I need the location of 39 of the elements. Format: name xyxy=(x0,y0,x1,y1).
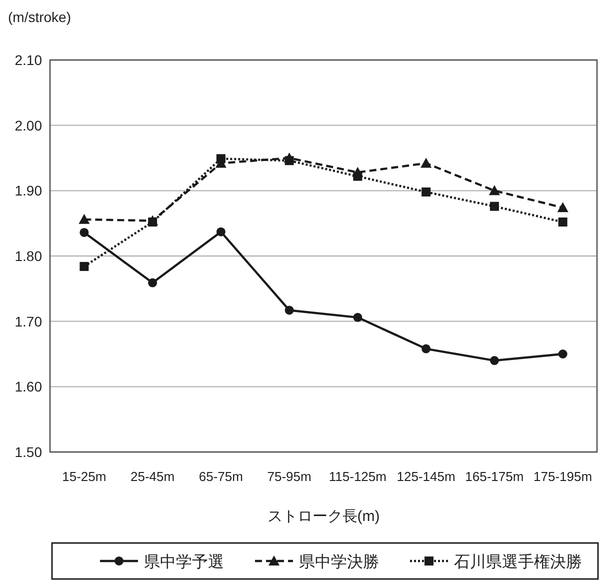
ytick: 1.90 xyxy=(14,182,42,199)
point xyxy=(353,312,362,322)
ytick: 1.60 xyxy=(14,378,42,395)
xtick: 165-175m xyxy=(465,469,524,484)
point xyxy=(558,218,568,227)
point xyxy=(216,227,226,236)
point xyxy=(490,356,499,366)
point xyxy=(148,278,158,288)
xtick: 15-25m xyxy=(62,469,106,484)
point xyxy=(557,202,568,212)
legend-label: 県中学予選 xyxy=(144,554,224,571)
ytick: 1.50 xyxy=(14,444,42,460)
ytick: 2.00 xyxy=(14,117,42,134)
point xyxy=(80,262,89,271)
xtick: 25-45m xyxy=(130,469,175,484)
ytick: 1.70 xyxy=(14,313,42,330)
point xyxy=(420,158,432,168)
xtick: 115-125m xyxy=(328,469,386,484)
legend-label: 石川県選手権決勝 xyxy=(454,554,582,571)
point xyxy=(78,214,90,224)
point xyxy=(490,202,499,211)
point xyxy=(284,152,295,162)
point xyxy=(147,215,158,226)
ylabel: (m/stroke) xyxy=(8,9,71,25)
point xyxy=(422,187,431,196)
legend-label: 県中学決勝 xyxy=(299,554,379,571)
point xyxy=(284,306,294,315)
xtick: 75-95m xyxy=(267,469,312,484)
ytick: 2.10 xyxy=(14,52,42,68)
point xyxy=(352,166,364,177)
point xyxy=(422,344,431,354)
ytick: 1.80 xyxy=(14,248,42,264)
xtick: 175-195m xyxy=(534,469,592,484)
xtick: 65-75m xyxy=(198,469,243,484)
point xyxy=(488,185,500,196)
point xyxy=(80,228,89,237)
xlabel: ストローク長(m) xyxy=(267,508,380,525)
point xyxy=(558,350,568,358)
xtick: 125-145m xyxy=(396,469,456,484)
